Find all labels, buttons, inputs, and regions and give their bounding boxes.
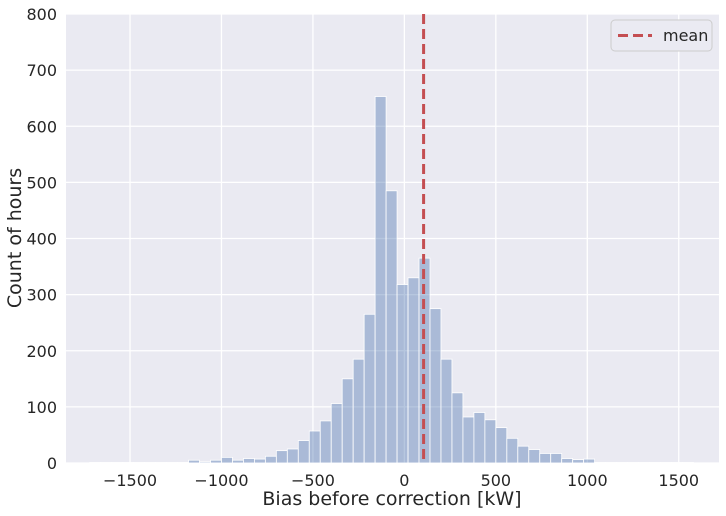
- histogram-bar: [462, 416, 475, 464]
- x-tick-label: 500: [481, 471, 512, 490]
- histogram-bar: [627, 462, 639, 464]
- histogram-bar: [440, 358, 453, 464]
- histogram-bar: [232, 459, 244, 464]
- histogram-bar: [210, 459, 222, 464]
- histogram-bar: [671, 462, 683, 464]
- histogram-bar: [561, 458, 574, 464]
- x-tick-label: −1500: [103, 471, 157, 490]
- histogram-bar: [330, 403, 343, 464]
- histogram-bar: [133, 462, 146, 464]
- histogram-bar: [243, 458, 255, 464]
- y-axis-ticks: 0 100 200 300 400 500 600 700 800: [26, 5, 57, 473]
- histogram-bar: [111, 462, 124, 464]
- histogram-bar: [308, 430, 321, 464]
- histogram-bar: [451, 392, 464, 464]
- histogram-bar: [166, 462, 178, 464]
- y-tick-label: 600: [26, 117, 57, 136]
- y-axis-label: Count of hours: [4, 168, 26, 308]
- y-tick-label: 300: [26, 286, 57, 305]
- y-tick-label: 200: [26, 342, 57, 361]
- histogram-bar: [484, 419, 497, 464]
- histogram-bar: [506, 437, 519, 464]
- histogram-bar: [221, 456, 233, 464]
- histogram-bar: [407, 277, 420, 464]
- histogram-bar: [275, 450, 288, 464]
- y-tick-label: 100: [26, 398, 57, 417]
- y-tick-label: 800: [26, 5, 57, 24]
- histogram-bar: [616, 462, 628, 464]
- y-tick-label: 0: [47, 454, 57, 473]
- legend-mean-label: mean: [663, 26, 708, 45]
- histogram-bar: [583, 458, 596, 464]
- histogram-bar: [100, 462, 113, 464]
- x-tick-label: 1500: [658, 471, 699, 490]
- histogram-bar: [363, 313, 376, 464]
- histogram-bar: [539, 453, 552, 464]
- histogram-bar: [188, 459, 200, 464]
- x-axis-ticks: −1500 −1000 −500 0 500 1000 1500: [103, 471, 699, 490]
- histogram-bar: [495, 427, 508, 464]
- histogram-bar: [89, 462, 102, 464]
- histogram-bar: [396, 284, 409, 464]
- histogram-bar: [638, 462, 650, 464]
- x-tick-label: −500: [291, 471, 335, 490]
- histogram-bar: [572, 459, 585, 464]
- histogram-bar: [177, 462, 189, 464]
- legend: mean: [610, 19, 713, 52]
- histogram-bar: [374, 96, 387, 464]
- histogram-bar: [473, 412, 486, 464]
- histogram-bar: [352, 358, 365, 464]
- histogram-bar: [319, 420, 332, 464]
- histogram-bar: [594, 462, 606, 464]
- y-tick-label: 700: [26, 61, 57, 80]
- histogram-bar: [144, 462, 157, 464]
- histogram-bar: [286, 448, 299, 464]
- x-axis-label: Bias before correction [kW]: [262, 488, 521, 510]
- histogram-bar: [528, 449, 541, 464]
- histogram-bar: [660, 462, 672, 464]
- histogram-bar: [385, 190, 398, 464]
- histogram-bar: [550, 453, 563, 464]
- y-tick-label: 500: [26, 173, 57, 192]
- histogram-bar: [199, 461, 211, 464]
- x-tick-label: 1000: [567, 471, 608, 490]
- histogram-bar: [155, 462, 168, 464]
- x-tick-label: −1000: [194, 471, 248, 490]
- histogram-bar: [297, 440, 310, 464]
- histogram-bar: [122, 462, 135, 464]
- x-tick-label: 0: [399, 471, 409, 490]
- histogram-bar: [429, 308, 442, 464]
- histogram-bar: [264, 455, 277, 464]
- histogram-bar: [649, 462, 661, 464]
- histogram-bar: [254, 458, 266, 464]
- histogram-bar: [341, 378, 354, 464]
- histogram-bar: [682, 462, 694, 464]
- histogram-bar: [517, 445, 530, 464]
- legend-box: [610, 19, 713, 52]
- y-tick-label: 400: [26, 230, 57, 249]
- histogram-bar: [605, 462, 617, 464]
